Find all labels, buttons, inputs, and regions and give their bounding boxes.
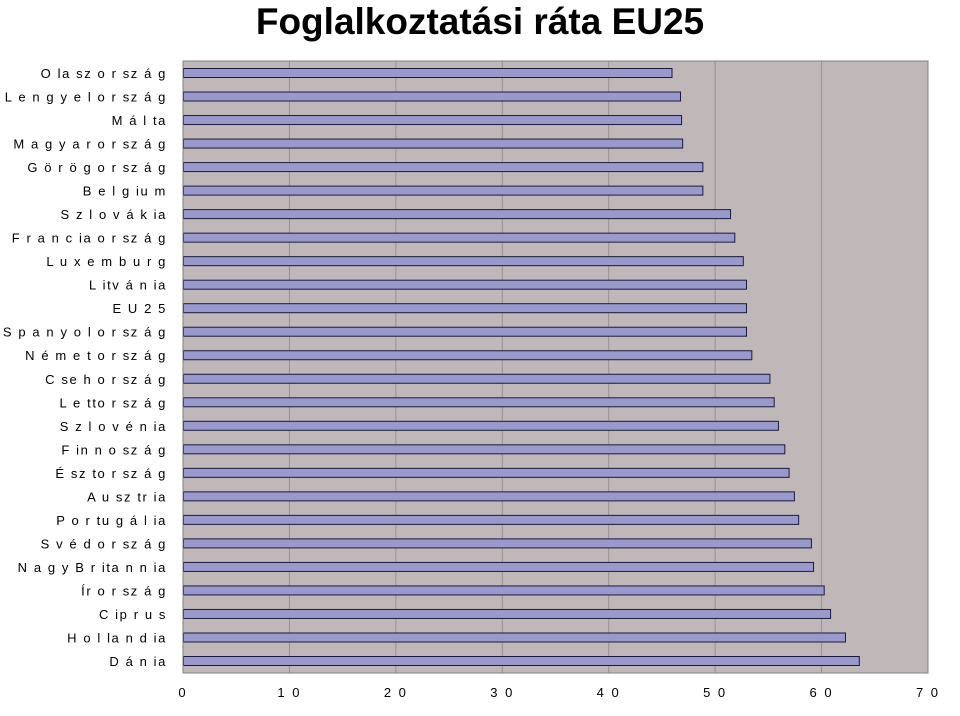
bar [183, 444, 786, 455]
category-label: S z l o v é n ia [60, 419, 167, 434]
bar [183, 185, 704, 196]
bar [183, 561, 815, 572]
bar [183, 162, 704, 173]
category-label: Ír o r sz á g [81, 583, 167, 598]
x-tick-label: 0 [178, 685, 187, 700]
category-label: M á l ta [112, 113, 167, 128]
bar [183, 326, 748, 337]
category-label: B e l g iu m [83, 184, 167, 199]
x-axis-tick-labels: 0 1 0 2 0 3 0 4 0 5 0 6 0 7 0 [178, 685, 940, 700]
x-tick-label: 6 0 [810, 685, 834, 700]
category-label: S v é d o r sz á g [41, 536, 167, 551]
bar [183, 467, 790, 478]
category-label: C se h o r sz á g [45, 372, 167, 387]
bar [183, 232, 736, 243]
bar [183, 632, 846, 643]
bar [183, 420, 779, 431]
plot-area [183, 61, 928, 673]
category-label: H o l la n d ia [67, 630, 167, 645]
bar [183, 538, 812, 549]
bar [183, 279, 748, 290]
category-label: L e n g y e l o r sz á g [5, 90, 167, 105]
category-label: A u sz tr ia [87, 489, 167, 504]
x-tick-label: 1 0 [277, 685, 301, 700]
bar [183, 91, 682, 102]
category-label: G ö r ö g o r sz á g [27, 160, 167, 175]
category-label: L u x e m b u r g [46, 254, 167, 269]
chart-title: Foglalkoztatási ráta EU25 [255, 1, 705, 42]
bar [183, 256, 744, 267]
category-label: S p a n y o l o r sz á g [3, 325, 167, 340]
bar [183, 373, 771, 384]
category-label: E U 2 5 [112, 301, 167, 316]
x-tick-label: 4 0 [597, 685, 621, 700]
category-labels: O la sz o r sz á g L e n g y e l o r sz á… [3, 66, 168, 669]
bar [183, 115, 683, 126]
category-label: O la sz o r sz á g [41, 66, 167, 81]
bar [183, 68, 673, 78]
bar [183, 397, 775, 408]
category-label: F r a n c ia o r sz á g [12, 231, 167, 246]
category-label: N é m e t o r sz á g [25, 348, 167, 363]
category-label: F in n o sz á g [61, 442, 167, 457]
category-label: D á n ia [109, 654, 167, 669]
category-label: P o r tu g á l ia [56, 513, 167, 528]
bar [183, 514, 800, 525]
bar [183, 138, 684, 149]
category-label: L e tto r sz á g [60, 395, 168, 410]
x-tick-label: 5 0 [703, 685, 727, 700]
x-tick-label: 3 0 [490, 685, 514, 700]
plot-frame [182, 60, 929, 674]
category-label: N a g y B r ita n n ia [18, 560, 167, 575]
x-tick-label: 2 0 [384, 685, 408, 700]
x-tick-label: 7 0 [916, 685, 940, 700]
bar [183, 491, 795, 502]
category-label: S z l o v á k ia [60, 207, 167, 222]
bar [183, 209, 732, 220]
bar [183, 303, 748, 314]
category-label: É sz to r sz á g [55, 466, 167, 481]
bar [183, 350, 753, 361]
category-label: M a g y a r o r sz á g [13, 137, 167, 152]
bar [183, 585, 825, 596]
category-label: L itv á n ia [89, 278, 167, 293]
category-label: C ip r u s [99, 607, 167, 622]
bar [183, 656, 860, 666]
bar [183, 608, 832, 619]
